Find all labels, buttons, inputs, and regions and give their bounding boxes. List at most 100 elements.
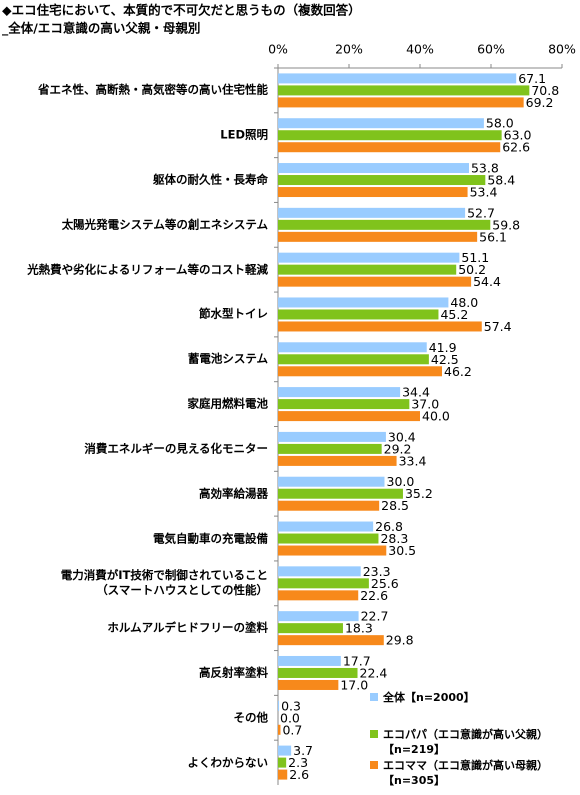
value-label: 45.2 [440,307,468,322]
value-label: 51.1 [461,250,489,265]
value-label: 42.5 [431,352,459,367]
value-label: 23.3 [363,564,391,579]
bar [278,533,379,544]
value-label: 56.1 [479,229,507,244]
legend-label: エコパパ（エコ意識が高い父親） 【n=219】 [383,728,548,756]
value-label: 28.5 [381,498,409,513]
value-label: 17.0 [340,677,368,692]
bar [278,700,280,711]
bar [278,387,401,398]
value-label: 62.6 [502,140,530,155]
value-label: 0.3 [281,698,301,713]
category-label: 光熱費や劣化によるリフォーム等のコスト軽減 [27,262,268,277]
value-label: 30.4 [388,429,416,444]
legend-label: エコママ（エコ意識が高い母親） 【n=305】 [383,759,548,787]
bar [278,443,382,454]
value-label: 17.7 [343,653,371,668]
x-tick-label: 0% [268,42,288,57]
value-label: 46.2 [444,364,472,379]
category-label: 蓄電池システム [187,351,268,366]
category-label: 節水型トイレ [199,306,268,321]
bar [278,431,386,442]
value-label: 22.4 [360,665,388,680]
value-label: 50.2 [458,262,486,277]
bar [278,635,384,646]
bar [278,342,427,353]
bar [278,264,457,275]
x-tick-label: 40% [406,42,434,57]
bar [278,97,524,108]
category-label: 太陽光発電システム等の創エネシステム [61,217,268,232]
bar [278,667,358,678]
chart-title: ◆エコ住宅において、本質的で不可欠だと思うもの（複数回答） [2,3,361,18]
bar [278,354,429,365]
chart-subtitle: _全体/エコ意識の高い父親・母親別 [2,21,200,37]
value-label: 22.7 [361,609,389,624]
value-label: 69.2 [526,95,554,110]
bar [278,73,517,84]
bar [278,411,420,422]
bar [278,309,439,320]
bar [278,219,491,230]
value-label: 41.9 [429,340,457,355]
value-label: 28.3 [380,531,408,546]
x-tick-label: 80% [548,42,576,57]
category-label: LED照明 [220,127,268,142]
bar [278,578,369,589]
bar [278,252,460,263]
value-label: 33.4 [399,453,427,468]
category-label: 消費エネルギーの見える化モニター [84,441,268,456]
category-label: 高反射率塗料 [199,665,268,680]
bar [278,757,287,768]
bar [278,163,469,174]
value-label: 67.1 [518,71,546,86]
category-label: 高効率給湯器 [199,486,268,501]
value-label: 34.4 [402,385,430,400]
value-label: 70.8 [531,83,559,98]
value-label: 57.4 [484,319,512,334]
category-label: その他 [233,710,269,725]
category-label: 電力消費がIT技術で制御されていること （スマートハウスとしての性能） [60,568,268,598]
value-label: 48.0 [450,295,478,310]
bar [278,623,343,634]
bar [278,366,443,377]
bar [278,399,410,410]
category-label: 省エネ性、高断熱・高気密等の高い住宅性能 [38,82,268,97]
bar [278,590,359,601]
bar [278,545,387,556]
legend-swatch [370,693,378,701]
bar [278,130,502,141]
bar [278,769,288,780]
category-label: 家庭用燃料電池 [187,396,269,411]
category-label: 電気自動車の充電設備 [153,531,268,546]
bar [278,297,449,308]
bar [278,455,397,466]
legend-swatch [370,730,378,738]
bar [278,187,468,198]
value-label: 52.7 [467,205,495,220]
bar [278,118,484,129]
bar [278,321,482,332]
value-label: 0.7 [282,722,302,737]
value-label: 29.8 [386,633,414,648]
bar [278,142,501,153]
value-label: 37.0 [411,397,439,412]
value-label: 54.4 [473,274,501,289]
bar [278,679,339,690]
category-label: 躯体の耐久性・長寿命 [153,172,268,187]
value-label: 29.2 [384,441,412,456]
value-label: 3.7 [293,743,313,758]
value-label: 53.8 [471,161,499,176]
value-label: 25.6 [371,576,399,591]
value-label: 2.3 [288,755,308,770]
x-tick-label: 60% [477,42,505,57]
legend-swatch [370,761,378,769]
value-label: 63.0 [504,128,532,143]
value-label: 30.0 [387,474,415,489]
bar [278,655,341,666]
value-label: 18.3 [345,621,373,636]
bar [278,175,486,186]
value-label: 58.0 [486,116,514,131]
